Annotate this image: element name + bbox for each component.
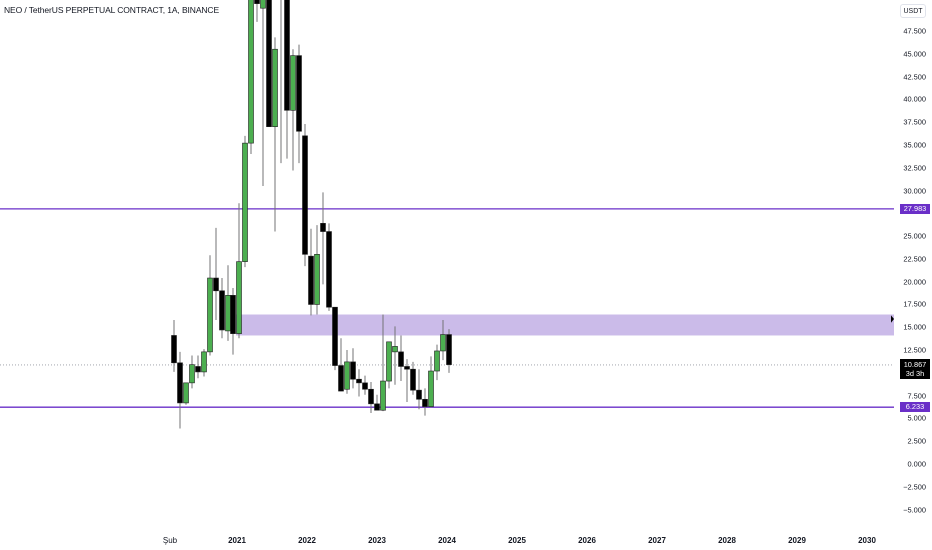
candle-up	[189, 364, 195, 384]
zone-edge-marker	[891, 315, 894, 323]
candle-up	[386, 341, 392, 382]
candle-up	[236, 261, 242, 334]
price-tick: 0.000	[907, 459, 927, 469]
candle-down	[422, 398, 428, 407]
candlestick-plot[interactable]	[0, 0, 894, 525]
candle-down	[374, 403, 380, 411]
price-tick: 25.000	[903, 231, 926, 241]
candle-up	[440, 334, 446, 352]
candle-down	[362, 382, 368, 390]
price-tick: −2.500	[903, 482, 926, 492]
candle-down	[254, 0, 260, 4]
candle-down	[356, 378, 362, 384]
candle-down	[398, 351, 404, 367]
candle-down	[332, 306, 338, 366]
candle-down	[213, 277, 219, 292]
time-label: 2022	[298, 536, 316, 545]
chart-canvas[interactable]: NEO / TetherUS PERPETUAL CONTRACT, 1A, B…	[0, 0, 894, 525]
time-label: 2029	[788, 536, 806, 545]
last-price-tag: 10.867 3d 3h	[900, 358, 930, 379]
candle-down	[195, 366, 201, 373]
price-tick: 12.500	[903, 345, 926, 355]
time-label: Şub	[162, 536, 178, 545]
candle-down	[404, 366, 410, 370]
candle-up	[392, 346, 398, 353]
candle-up	[290, 55, 296, 111]
candle-up	[207, 277, 213, 353]
price-tick: −5.000	[903, 505, 926, 515]
price-tick: 5.000	[907, 413, 927, 423]
time-label: 2025	[508, 536, 526, 545]
candle-up	[225, 295, 231, 332]
price-tick: 47.500	[903, 26, 926, 36]
candle-down	[266, 0, 272, 128]
last-price-value: 10.867	[903, 359, 927, 369]
price-tick: 15.000	[903, 322, 926, 332]
price-tick: 20.000	[903, 277, 926, 287]
candle-up	[428, 370, 434, 407]
time-label: 2028	[718, 536, 736, 545]
time-label: 2023	[368, 536, 386, 545]
candle-down	[338, 365, 344, 392]
candle-down	[326, 231, 332, 308]
price-tick: 40.000	[903, 94, 926, 104]
candle-down	[171, 335, 177, 364]
candle-up	[272, 48, 278, 128]
candle-up	[380, 380, 386, 411]
line-price-tag: 27.983	[900, 203, 930, 214]
candle-down	[350, 361, 356, 380]
price-tick: 32.500	[903, 163, 926, 173]
symbol-title: NEO / TetherUS PERPETUAL CONTRACT, 1A, B…	[4, 5, 220, 15]
candle-up	[344, 361, 350, 390]
candle-down	[446, 334, 452, 365]
candle-down	[416, 389, 422, 400]
time-label: 2026	[578, 536, 596, 545]
bar-countdown: 3d 3h	[905, 368, 925, 378]
resistance-zone	[236, 314, 894, 336]
candle-down	[296, 55, 302, 132]
candle-down	[284, 0, 290, 111]
candle-up	[242, 142, 248, 262]
price-tick: 7.500	[907, 391, 927, 401]
price-tick: 45.000	[903, 49, 926, 59]
price-tick: 2.500	[907, 436, 927, 446]
candle-down	[302, 135, 308, 255]
candle-up	[183, 382, 189, 404]
candle-up	[434, 350, 440, 372]
price-tick: 17.500	[903, 299, 926, 309]
time-label: 2024	[438, 536, 456, 545]
candle-down	[320, 223, 326, 232]
candle-up	[248, 0, 254, 144]
candle-up	[260, 0, 266, 9]
price-tick: 42.500	[903, 72, 926, 82]
candle-down	[368, 388, 374, 405]
price-axis[interactable]: USDT 47.500 45.000 42.500 40.000 37.500 35.00…	[894, 0, 932, 550]
price-tick: 30.000	[903, 186, 926, 196]
candle-down	[177, 362, 183, 404]
time-label: 2027	[648, 536, 666, 545]
price-tick: 37.500	[903, 117, 926, 127]
candle-up	[314, 254, 320, 305]
price-tick: 35.000	[903, 140, 926, 150]
currency-unit-button[interactable]: USDT	[900, 4, 926, 18]
price-tick: 22.500	[903, 254, 926, 264]
candle-up	[201, 351, 207, 373]
time-axis[interactable]: Şub 2021 2022 2023 2024 2025 2026 2027 2028 2029 2…	[0, 525, 894, 550]
candle-down	[230, 295, 236, 334]
time-label: 2030	[858, 536, 876, 545]
line-price-tag: 6.233	[900, 402, 930, 413]
candle-down	[410, 368, 416, 391]
time-label: 2021	[228, 536, 246, 545]
candle-down	[308, 255, 314, 305]
candle-down	[219, 290, 225, 331]
